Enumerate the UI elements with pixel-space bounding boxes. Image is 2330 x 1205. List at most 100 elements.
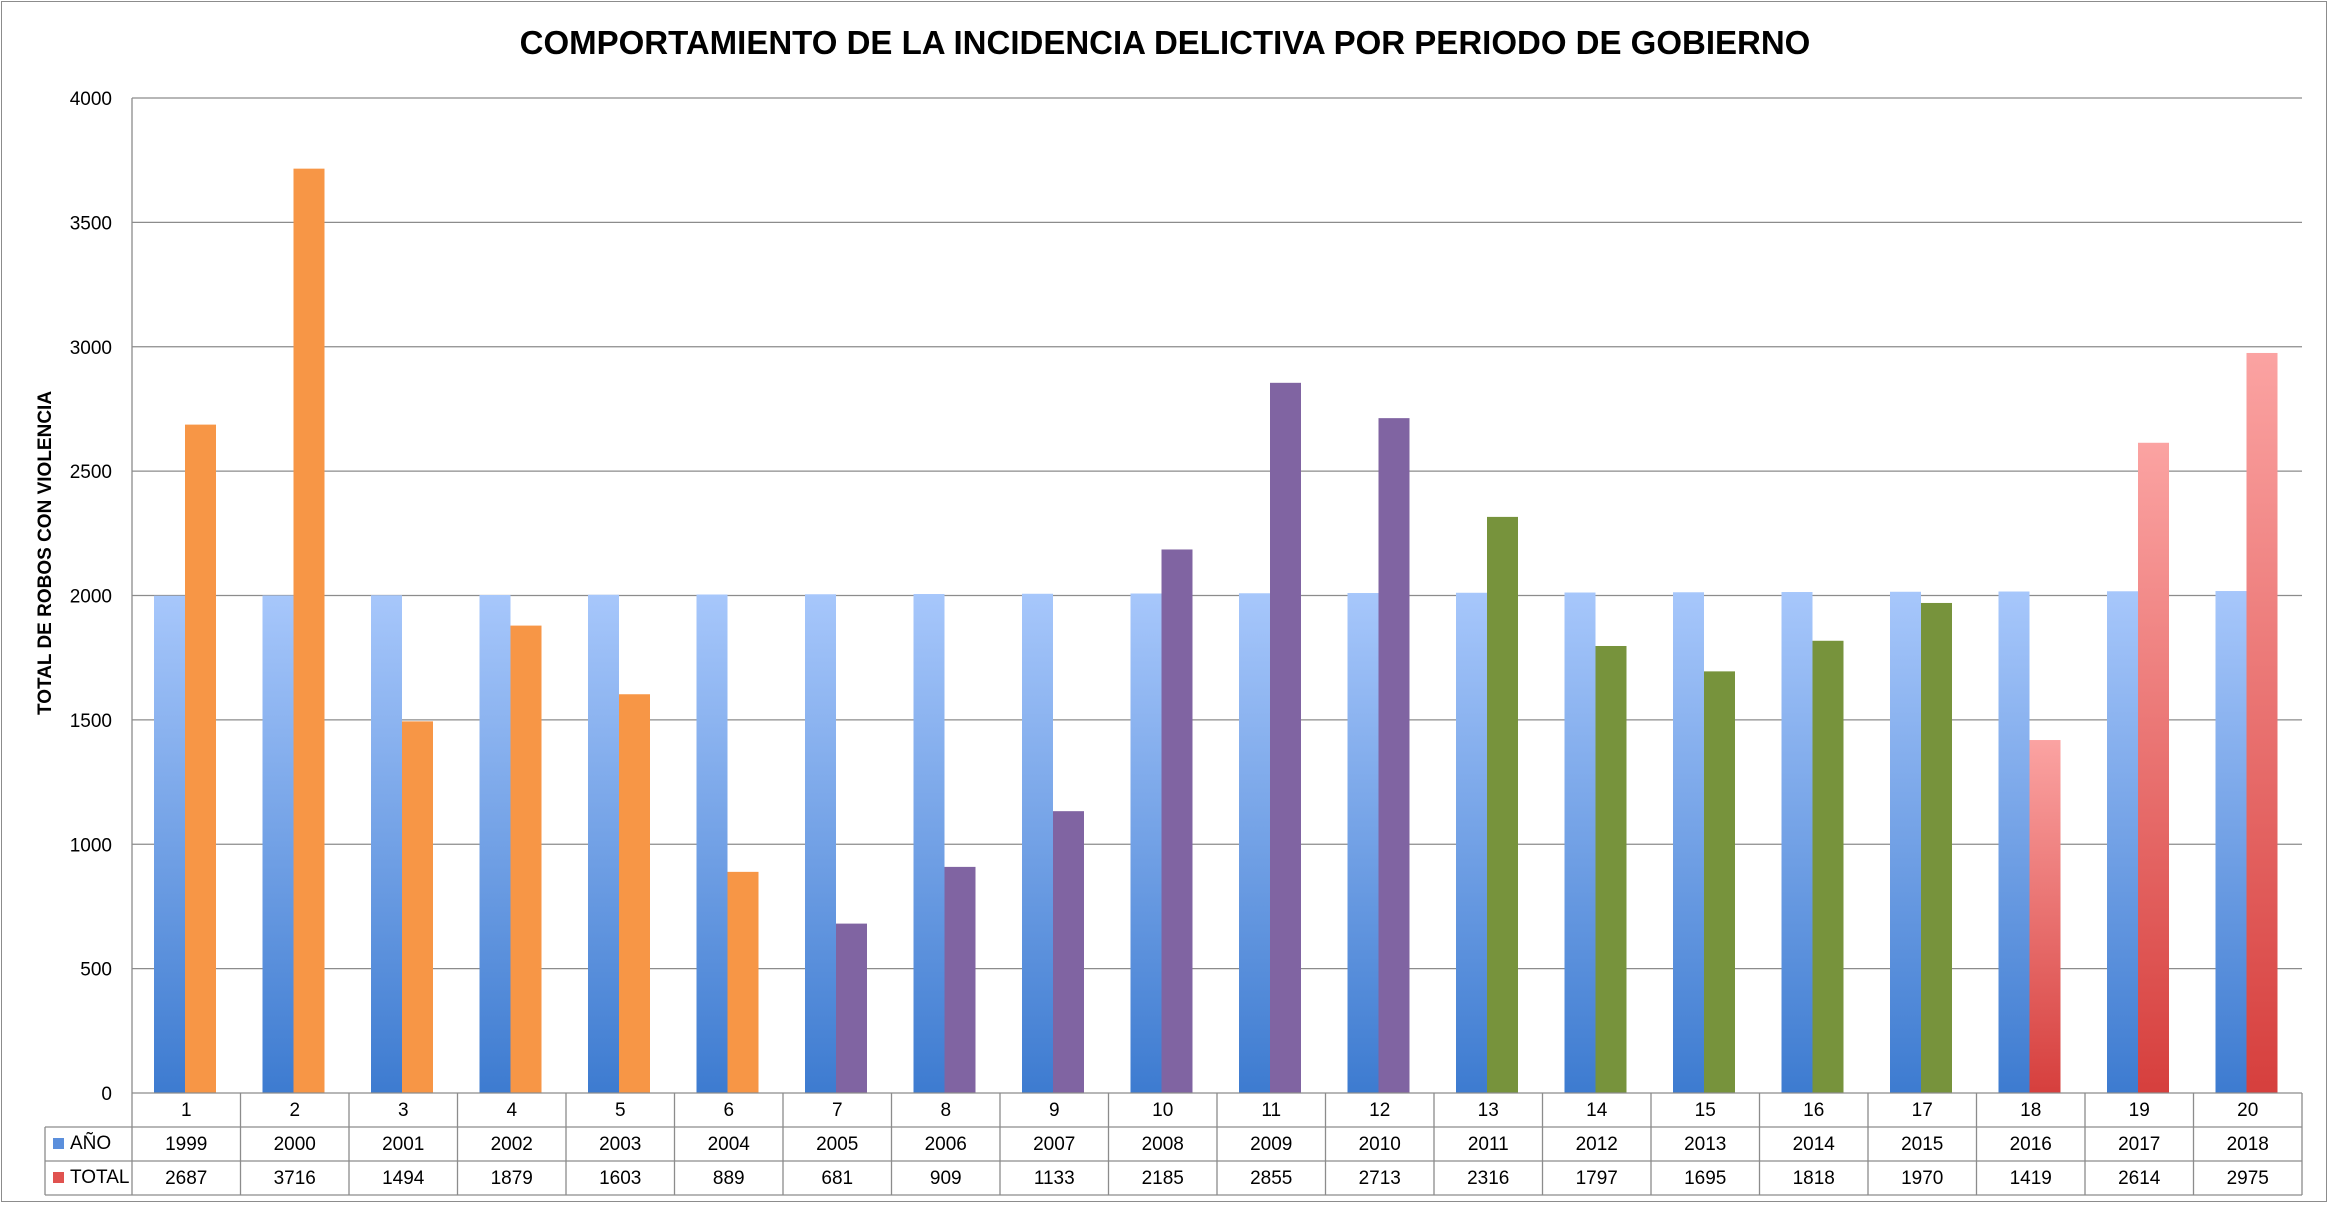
x-tick-label: 10 xyxy=(1152,1100,1173,1121)
table-cell-total: 889 xyxy=(713,1168,745,1189)
bars xyxy=(154,168,2278,1094)
bar-total xyxy=(1161,549,1193,1093)
bar-ano xyxy=(696,594,728,1093)
bar-total xyxy=(1921,602,1952,1093)
table-cell-total: 2185 xyxy=(1142,1168,1184,1189)
x-tick-label: 15 xyxy=(1695,1100,1716,1121)
bar-ano xyxy=(1781,592,1813,1093)
legend-key-total xyxy=(53,1172,64,1183)
bar-total xyxy=(1487,516,1518,1093)
x-tick-label: 13 xyxy=(1478,1100,1499,1121)
bar-ano xyxy=(371,595,402,1093)
table-cell-total: 909 xyxy=(930,1168,962,1189)
table-cell-ano: 2000 xyxy=(274,1134,316,1155)
bar-ano xyxy=(154,595,185,1093)
x-tick-label: 11 xyxy=(1261,1100,1281,1121)
bar-total xyxy=(2138,442,2169,1094)
table-cell-ano: 2015 xyxy=(1901,1134,1943,1155)
y-tick-label: 4000 xyxy=(70,89,112,110)
bar-total xyxy=(402,721,433,1093)
y-tick-label: 1500 xyxy=(70,711,112,732)
bar-ano xyxy=(1890,591,1921,1093)
x-tick-label: 20 xyxy=(2237,1100,2258,1121)
table-cell-ano: 2010 xyxy=(1359,1134,1401,1155)
bar-total xyxy=(185,424,216,1093)
table-cell-ano: 2003 xyxy=(599,1134,641,1155)
bar-ano xyxy=(805,594,836,1093)
table-cell-ano: 2014 xyxy=(1793,1134,1836,1155)
table-cell-ano: 2008 xyxy=(1142,1134,1184,1155)
bar-total xyxy=(944,866,976,1093)
x-tick-label: 8 xyxy=(940,1100,951,1121)
y-tick-label: 1000 xyxy=(70,835,112,856)
table-cell-total: 2855 xyxy=(1250,1168,1292,1189)
chart-title: COMPORTAMIENTO DE LA INCIDENCIA DELICTIV… xyxy=(519,24,1811,61)
bar-total xyxy=(293,168,325,1093)
bar-total xyxy=(1812,640,1844,1093)
bar-ano xyxy=(479,595,511,1093)
table-cell-total: 2316 xyxy=(1467,1168,1509,1189)
bar-total xyxy=(836,923,867,1093)
table-cell-total: 1419 xyxy=(2010,1168,2052,1189)
legend-label-total: TOTAL xyxy=(70,1167,129,1188)
x-tick-label: 16 xyxy=(1803,1100,1824,1121)
table-cell-ano: 2004 xyxy=(708,1134,751,1155)
table-cell-ano: 2017 xyxy=(2118,1134,2160,1155)
bar-total xyxy=(1270,382,1301,1094)
x-tick-label: 9 xyxy=(1049,1100,1060,1121)
y-tick-label: 0 xyxy=(101,1084,112,1105)
x-tick-label: 1 xyxy=(181,1100,192,1121)
table-cell-total: 1133 xyxy=(1034,1168,1075,1189)
table-cell-total: 2713 xyxy=(1359,1168,1401,1189)
bar-total xyxy=(1053,811,1084,1093)
bar-ano xyxy=(1022,593,1053,1093)
bar-ano xyxy=(2215,591,2247,1093)
x-tick-label: 2 xyxy=(289,1100,300,1121)
x-tick-label: 6 xyxy=(723,1100,734,1121)
table-cell-total: 1970 xyxy=(1901,1168,1943,1189)
bar-total xyxy=(2246,352,2278,1093)
bar-total xyxy=(1704,671,1735,1093)
x-tick-label: 5 xyxy=(615,1100,626,1121)
table-cell-ano: 2006 xyxy=(925,1134,967,1155)
table-cell-ano: 2013 xyxy=(1684,1134,1726,1155)
bar-total xyxy=(2029,740,2061,1093)
table-cell-total: 2614 xyxy=(2118,1168,2161,1189)
table-cell-total: 1797 xyxy=(1576,1168,1618,1189)
x-tick-label: 19 xyxy=(2129,1100,2150,1121)
table-cell-total: 2687 xyxy=(165,1168,207,1189)
y-tick-label: 3500 xyxy=(70,213,112,234)
table-cell-ano: 2001 xyxy=(382,1134,424,1155)
bar-total xyxy=(619,694,650,1093)
table-cell-total: 1879 xyxy=(491,1168,533,1189)
bar-total xyxy=(1378,418,1410,1093)
x-tick-label: 3 xyxy=(398,1100,409,1121)
y-tick-label: 2500 xyxy=(70,462,112,483)
bar-ano xyxy=(1456,592,1487,1093)
bar-ano xyxy=(262,595,294,1093)
table-cell-ano: 2007 xyxy=(1033,1134,1075,1155)
table-cell-ano: 1999 xyxy=(165,1134,207,1155)
table-cell-ano: 2005 xyxy=(816,1134,858,1155)
table-cell-ano: 2018 xyxy=(2227,1134,2269,1155)
table-cell-ano: 2011 xyxy=(1468,1134,1509,1155)
table-cell-ano: 2016 xyxy=(2010,1134,2052,1155)
bar-ano xyxy=(1347,593,1379,1093)
bar-ano xyxy=(913,594,945,1093)
x-tick-label: 7 xyxy=(832,1100,843,1121)
bar-total xyxy=(727,871,759,1093)
bar-ano xyxy=(1673,592,1704,1093)
y-tick-label: 3000 xyxy=(70,338,112,359)
table-cell-total: 1695 xyxy=(1684,1168,1726,1189)
x-tick-label: 4 xyxy=(506,1100,517,1121)
bar-ano xyxy=(1998,591,2030,1093)
x-tick-label: 14 xyxy=(1586,1100,1608,1121)
y-tick-label: 500 xyxy=(80,960,112,981)
table-cell-ano: 2009 xyxy=(1250,1134,1292,1155)
bar-total xyxy=(1595,645,1627,1093)
bar-ano xyxy=(588,594,619,1093)
table-cell-ano: 2002 xyxy=(491,1134,533,1155)
data-table: 1199926872200037163200114944200218795200… xyxy=(44,1092,2303,1196)
table-cell-total: 1818 xyxy=(1793,1168,1835,1189)
